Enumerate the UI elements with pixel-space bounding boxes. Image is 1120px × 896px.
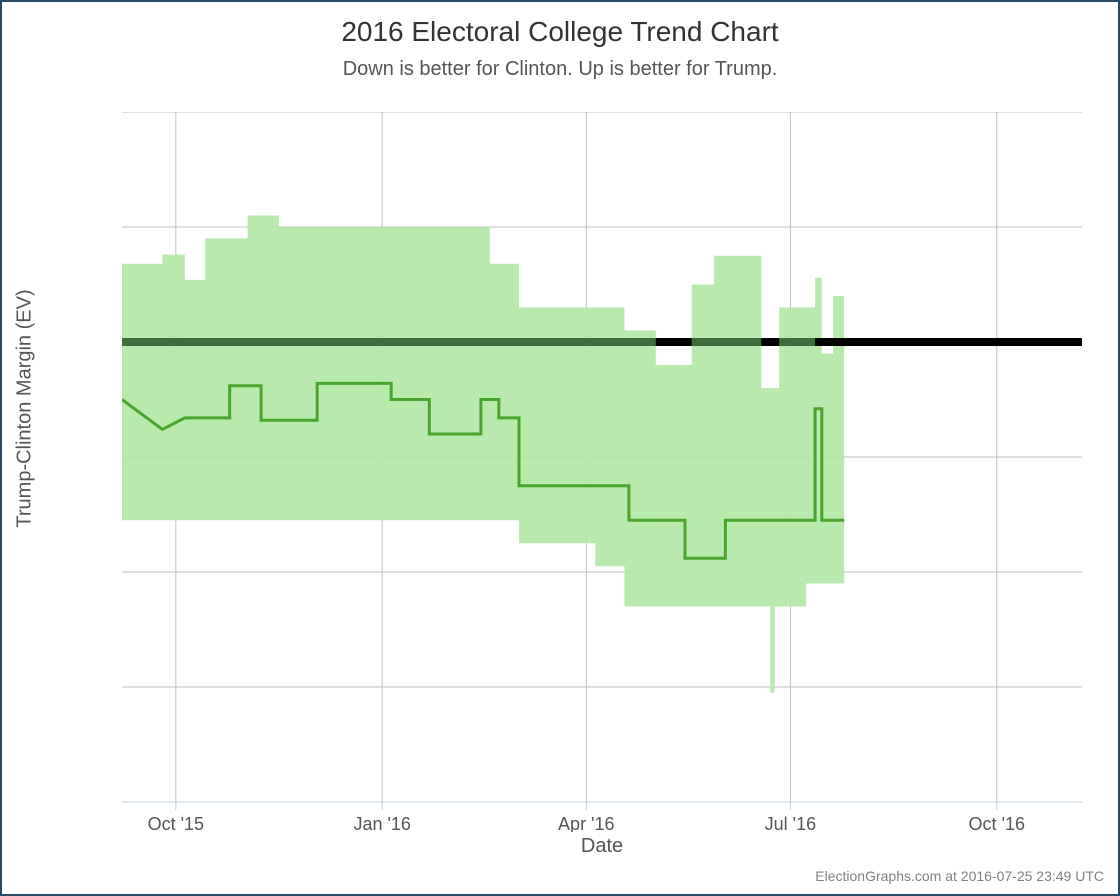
range-band [122,216,844,693]
svg-text:Oct '15: Oct '15 [148,814,204,832]
plot-area: −400−300−200−1000100200Oct '15Jan '16Apr… [122,112,1102,832]
y-axis-label: Trump-Clinton Margin (EV) [10,2,40,814]
x-axis-label: Date [122,835,1082,858]
svg-text:Jan '16: Jan '16 [353,814,410,832]
svg-text:Oct '16: Oct '16 [969,814,1025,832]
svg-text:Jul '16: Jul '16 [765,814,816,832]
svg-text:Apr '16: Apr '16 [558,814,614,832]
chart-subtitle: Down is better for Clinton. Up is better… [2,58,1118,81]
chart-container: 2016 Electoral College Trend Chart Down … [0,0,1120,896]
chart-title: 2016 Electoral College Trend Chart [2,16,1118,48]
credits-text: ElectionGraphs.com at 2016-07-25 23:49 U… [815,868,1104,884]
